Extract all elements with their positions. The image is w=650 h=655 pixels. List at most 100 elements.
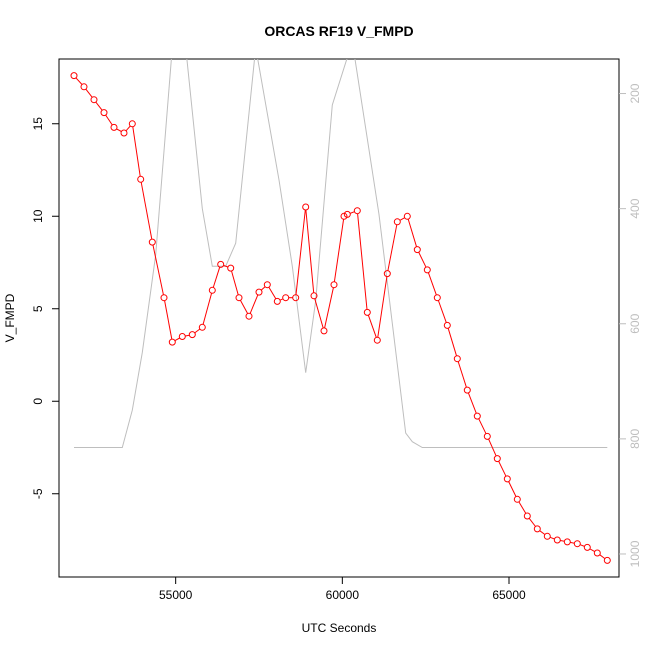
- y2-tick-label: 800: [628, 429, 642, 449]
- primary-series-segment: [478, 418, 487, 434]
- data-point: [603, 556, 611, 564]
- data-point: [100, 109, 108, 117]
- primary-series-segment: [357, 213, 368, 310]
- data-point: [302, 203, 310, 211]
- primary-series-segment: [75, 77, 83, 85]
- data-point: [383, 270, 391, 278]
- data-point: [573, 540, 581, 548]
- primary-series-segment: [599, 554, 606, 559]
- data-point: [235, 294, 243, 302]
- y-axis-label: V_FMPD: [3, 293, 17, 342]
- primary-series-segment: [223, 264, 229, 268]
- data-point: [128, 120, 136, 128]
- data-point: [208, 286, 216, 294]
- data-point: [217, 260, 225, 268]
- data-point: [413, 246, 421, 254]
- primary-series-segment: [528, 517, 536, 527]
- primary-series-segment: [105, 114, 113, 126]
- primary-series-segment: [95, 101, 103, 111]
- data-point: [168, 338, 176, 346]
- primary-series-segment: [560, 540, 565, 542]
- primary-series-segment: [231, 270, 239, 295]
- primary-series-segment: [399, 217, 405, 221]
- data-point: [137, 175, 145, 183]
- primary-series-segment: [498, 461, 507, 477]
- data-point: [523, 512, 531, 520]
- data-point: [245, 312, 253, 320]
- data-point: [543, 532, 551, 540]
- data-point: [148, 238, 156, 246]
- primary-series-segment: [152, 244, 164, 295]
- data-point: [533, 525, 541, 533]
- plot-frame: [58, 58, 620, 578]
- primary-series-segment: [249, 294, 259, 314]
- primary-series-segment: [239, 300, 249, 314]
- secondary-series-line: [74, 59, 608, 448]
- primary-series-segment: [589, 548, 595, 552]
- data-point: [227, 264, 235, 272]
- data-point: [178, 333, 186, 340]
- primary-series-segment: [508, 481, 517, 497]
- y2-tick-label: 600: [628, 313, 642, 333]
- secondary-series: [74, 59, 608, 448]
- primary-series-segment: [116, 128, 122, 132]
- y2-tick-label: 200: [628, 83, 642, 103]
- primary-series-segment: [194, 328, 201, 334]
- primary-series-segment: [314, 298, 324, 329]
- y-tick-label: 0: [31, 398, 45, 405]
- data-point: [282, 294, 290, 302]
- primary-series-segment: [488, 438, 497, 457]
- primary-series-segment: [185, 334, 190, 337]
- data-point: [70, 72, 78, 80]
- primary-series-segment: [132, 126, 141, 177]
- data-point: [273, 297, 281, 305]
- x-tick-label: 55000: [159, 588, 193, 602]
- data-point: [433, 294, 441, 302]
- primary-series-segment: [579, 544, 585, 547]
- primary-series-segment: [333, 219, 345, 282]
- data-point: [292, 294, 300, 302]
- x-axis-label: UTC Seconds: [302, 621, 377, 635]
- data-point: [330, 281, 338, 289]
- y-axis: ‑5 0 5 10 15: [31, 117, 59, 499]
- data-point: [373, 336, 381, 344]
- primary-series-segment: [377, 276, 388, 338]
- data-point: [255, 288, 263, 296]
- data-point: [503, 475, 511, 483]
- x-axis: 55000 60000 65000: [159, 577, 526, 602]
- data-point: [343, 210, 351, 218]
- data-point: [160, 294, 168, 302]
- primary-series-segment: [367, 315, 377, 338]
- primary-series-segment: [349, 211, 355, 214]
- data-point: [483, 432, 491, 440]
- primary-series-segment: [457, 361, 467, 388]
- primary-series-segment: [418, 251, 427, 268]
- y-tick-label: 10: [31, 209, 45, 223]
- y2-tick-label: 400: [628, 198, 642, 218]
- data-point: [353, 207, 361, 215]
- primary-series-segment: [85, 88, 93, 98]
- primary-series-segment: [437, 300, 447, 323]
- primary-series: [70, 72, 611, 564]
- primary-series-segment: [212, 267, 221, 288]
- primary-series-segment: [268, 287, 277, 300]
- secondary-y-axis: 200 400 600 800 1000: [619, 83, 642, 567]
- data-point: [493, 455, 501, 463]
- primary-series-segment: [467, 392, 477, 414]
- primary-series-segment: [295, 209, 306, 295]
- data-point: [553, 536, 561, 544]
- primary-series-segment: [305, 209, 315, 293]
- primary-series-segment: [324, 287, 334, 329]
- x-tick-label: 65000: [492, 588, 526, 602]
- data-point: [198, 323, 206, 331]
- primary-series-segment: [174, 337, 180, 342]
- primary-series-segment: [549, 536, 555, 540]
- x-tick-label: 60000: [326, 588, 360, 602]
- primary-series-segment: [407, 218, 417, 247]
- chart-title: ORCAS RF19 V_FMPD: [264, 23, 413, 39]
- data-point: [513, 495, 521, 503]
- y-tick-label: ‑5: [31, 488, 45, 499]
- primary-series-segment: [260, 286, 266, 291]
